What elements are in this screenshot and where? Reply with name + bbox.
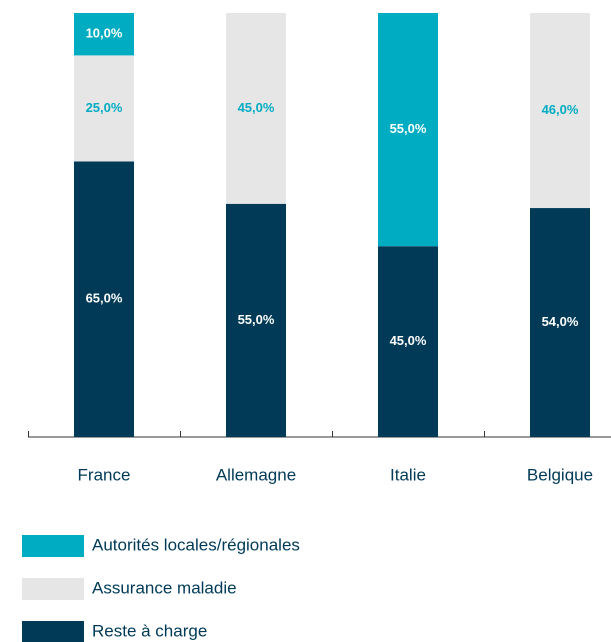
- bar-segment: [378, 246, 438, 437]
- bar-segment: [74, 55, 134, 162]
- x-tick-label: Allemagne: [216, 465, 296, 484]
- bar-segment: [74, 161, 134, 437]
- bar-segment: [530, 208, 590, 437]
- legend-label: Autorités locales/régionales: [92, 535, 300, 554]
- data-label: 55,0%: [238, 312, 275, 327]
- bar-segment: [226, 203, 286, 437]
- data-label: 65,0%: [86, 291, 123, 306]
- bar-segment: [378, 13, 438, 247]
- data-label: 46,0%: [542, 102, 579, 117]
- data-label: 45,0%: [238, 100, 275, 115]
- legend-swatch: [22, 621, 84, 642]
- bar-segment: [74, 13, 134, 56]
- x-tick-label: Italie: [390, 465, 426, 484]
- x-tick-label: Belgique: [527, 465, 593, 484]
- legend-label: Reste à charge: [92, 621, 207, 640]
- bar-segment: [226, 13, 286, 204]
- bar-segment: [530, 13, 590, 209]
- data-label: 25,0%: [86, 100, 123, 115]
- data-label: 54,0%: [542, 314, 579, 329]
- data-label: 45,0%: [390, 333, 427, 348]
- data-label: 10,0%: [86, 26, 123, 41]
- legend-swatch: [22, 578, 84, 600]
- legend-swatch: [22, 535, 84, 557]
- data-label: 55,0%: [390, 121, 427, 136]
- x-tick-label: France: [78, 465, 131, 484]
- legend-label: Assurance maladie: [92, 578, 237, 597]
